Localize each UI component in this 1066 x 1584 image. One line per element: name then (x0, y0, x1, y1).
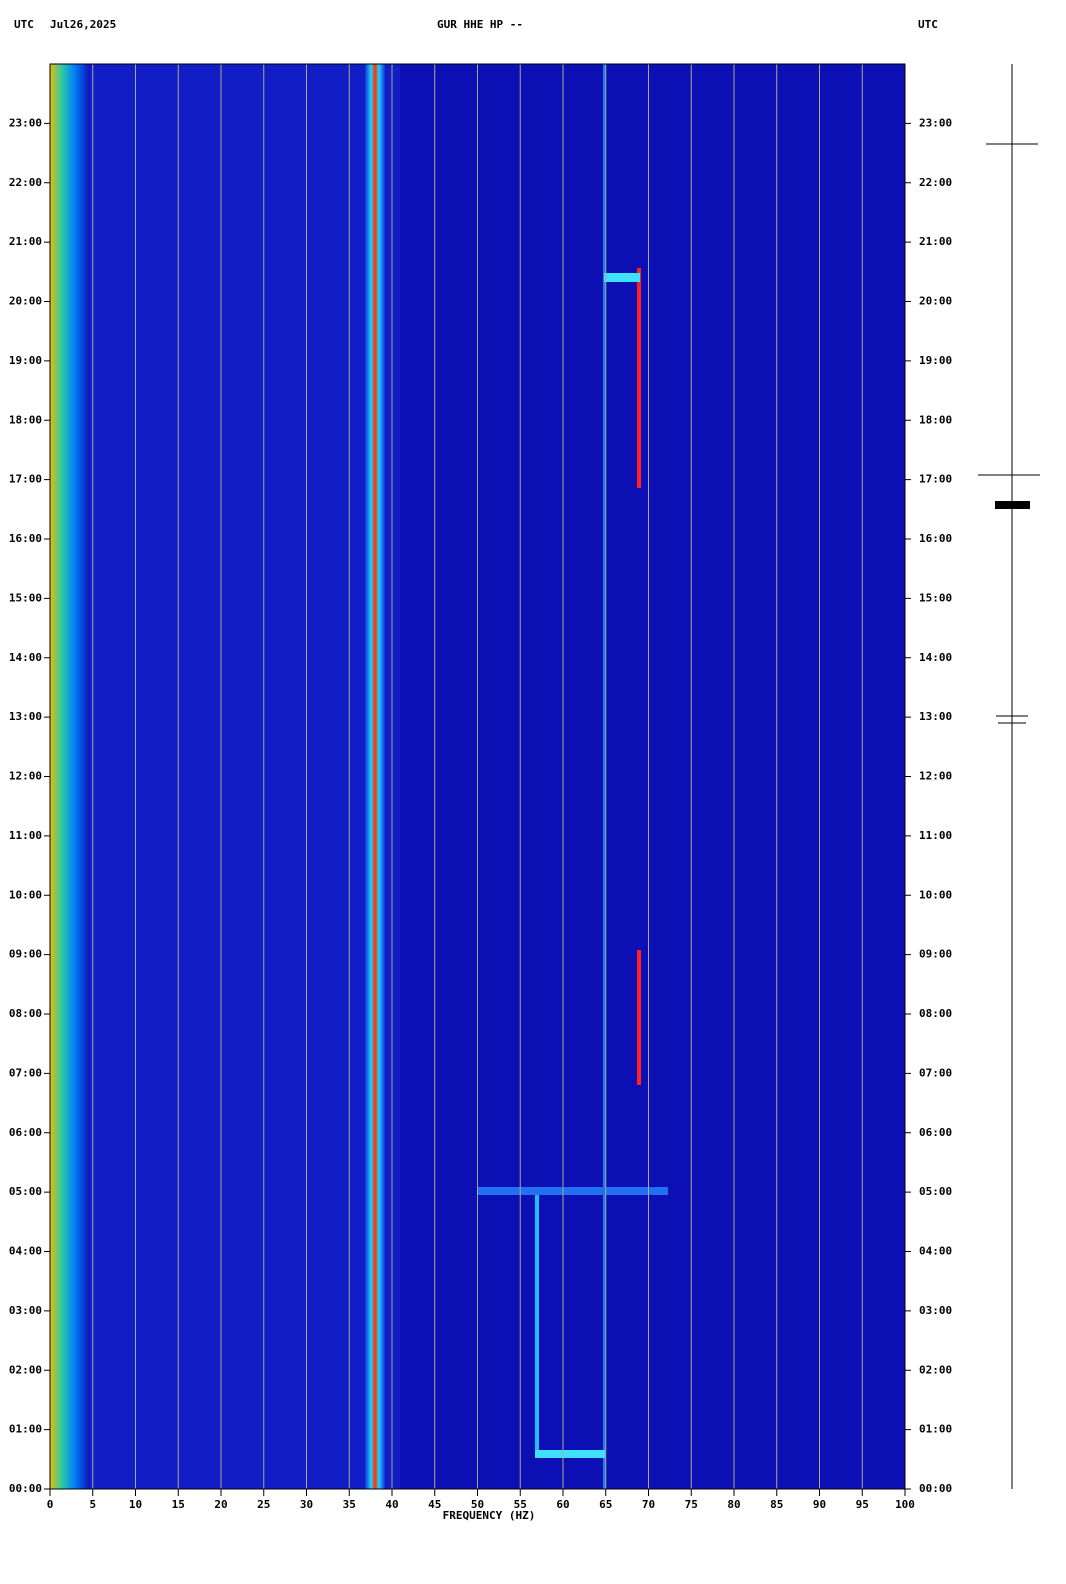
y-tick-label: 20:00 (919, 295, 952, 308)
y-tick-label: 10:00 (9, 888, 42, 901)
y-tick-label: 08:00 (9, 1007, 42, 1020)
x-tick-label: 100 (895, 1498, 915, 1511)
y-tick-label: 04:00 (9, 1245, 42, 1258)
x-tick-label: 10 (129, 1498, 142, 1511)
x-tick-label: 45 (428, 1498, 441, 1511)
x-tick-label: 20 (214, 1498, 227, 1511)
spectrogram-band (535, 1190, 539, 1455)
x-tick-label: 50 (471, 1498, 484, 1511)
chart-title: GUR HHE HP -- (437, 18, 523, 31)
x-tick-label: 60 (556, 1498, 569, 1511)
x-tick-label: 5 (89, 1498, 96, 1511)
x-tick-label: 0 (47, 1498, 54, 1511)
y-tick-label: 02:00 (9, 1363, 42, 1376)
y-tick-label: 15:00 (919, 591, 952, 604)
spectrogram-band (478, 1187, 668, 1195)
x-tick-label: 65 (599, 1498, 612, 1511)
x-tick-label: 30 (300, 1498, 313, 1511)
y-tick-label: 21:00 (919, 235, 952, 248)
spectrogram-band (603, 64, 606, 1489)
x-tick-label: 15 (172, 1498, 185, 1511)
y-tick-label: 15:00 (9, 591, 42, 604)
y-tick-label: 01:00 (9, 1423, 42, 1436)
y-tick-label: 00:00 (9, 1482, 42, 1495)
x-tick-label: 80 (727, 1498, 740, 1511)
spectrogram-band (535, 1450, 605, 1458)
y-tick-label: 23:00 (919, 116, 952, 129)
y-tick-label: 16:00 (9, 532, 42, 545)
x-tick-label: 95 (856, 1498, 869, 1511)
y-tick-label: 19:00 (919, 354, 952, 367)
x-axis-label: FREQUENCY (HZ) (443, 1509, 536, 1522)
y-tick-label: 22:00 (919, 176, 952, 189)
date: Jul26,2025 (50, 18, 116, 31)
spectrogram-band (365, 64, 385, 1489)
time-zone: UTC (918, 18, 938, 31)
x-tick-label: 70 (642, 1498, 655, 1511)
x-tick-label: 90 (813, 1498, 826, 1511)
y-tick-label: 13:00 (9, 710, 42, 723)
y-tick-label: 08:00 (919, 1007, 952, 1020)
y-tick-label: 03:00 (919, 1304, 952, 1317)
time-zone: UTC (14, 18, 34, 31)
y-tick-label: 11:00 (919, 829, 952, 842)
y-tick-label: 18:00 (919, 413, 952, 426)
y-tick-label: 17:00 (9, 473, 42, 486)
y-tick-label: 05:00 (9, 1185, 42, 1198)
y-tick-label: 21:00 (9, 235, 42, 248)
x-tick-label: 25 (257, 1498, 270, 1511)
y-tick-label: 20:00 (9, 295, 42, 308)
x-tick-label: 40 (385, 1498, 398, 1511)
y-tick-label: 09:00 (9, 948, 42, 961)
spectrogram-band (637, 950, 641, 1085)
y-tick-label: 16:00 (919, 532, 952, 545)
y-tick-label: 19:00 (9, 354, 42, 367)
spectrogram-band (637, 268, 641, 488)
y-tick-label: 17:00 (919, 473, 952, 486)
y-tick-label: 05:00 (919, 1185, 952, 1198)
y-tick-label: 00:00 (919, 1482, 952, 1495)
y-tick-label: 10:00 (919, 888, 952, 901)
y-tick-label: 03:00 (9, 1304, 42, 1317)
y-tick-label: 18:00 (9, 413, 42, 426)
y-tick-label: 12:00 (919, 770, 952, 783)
y-tick-label: 11:00 (9, 829, 42, 842)
y-tick-label: 14:00 (919, 651, 952, 664)
y-tick-label: 02:00 (919, 1363, 952, 1376)
plot-frame (49, 63, 906, 1490)
x-tick-label: 55 (514, 1498, 527, 1511)
y-tick-label: 04:00 (919, 1245, 952, 1258)
y-tick-label: 07:00 (9, 1066, 42, 1079)
x-tick-label: 85 (770, 1498, 783, 1511)
y-tick-label: 12:00 (9, 770, 42, 783)
spectrogram-band (90, 64, 400, 1489)
y-tick-label: 07:00 (919, 1066, 952, 1079)
y-tick-label: 13:00 (919, 710, 952, 723)
y-tick-label: 23:00 (9, 116, 42, 129)
y-tick-label: 22:00 (9, 176, 42, 189)
y-tick-label: 06:00 (9, 1126, 42, 1139)
y-tick-label: 09:00 (919, 948, 952, 961)
y-tick-label: 01:00 (919, 1423, 952, 1436)
x-tick-label: 75 (685, 1498, 698, 1511)
x-tick-label: 35 (343, 1498, 356, 1511)
y-tick-label: 14:00 (9, 651, 42, 664)
spectrogram-band (604, 273, 640, 282)
spectrogram-band (50, 64, 90, 1489)
y-tick-label: 06:00 (919, 1126, 952, 1139)
